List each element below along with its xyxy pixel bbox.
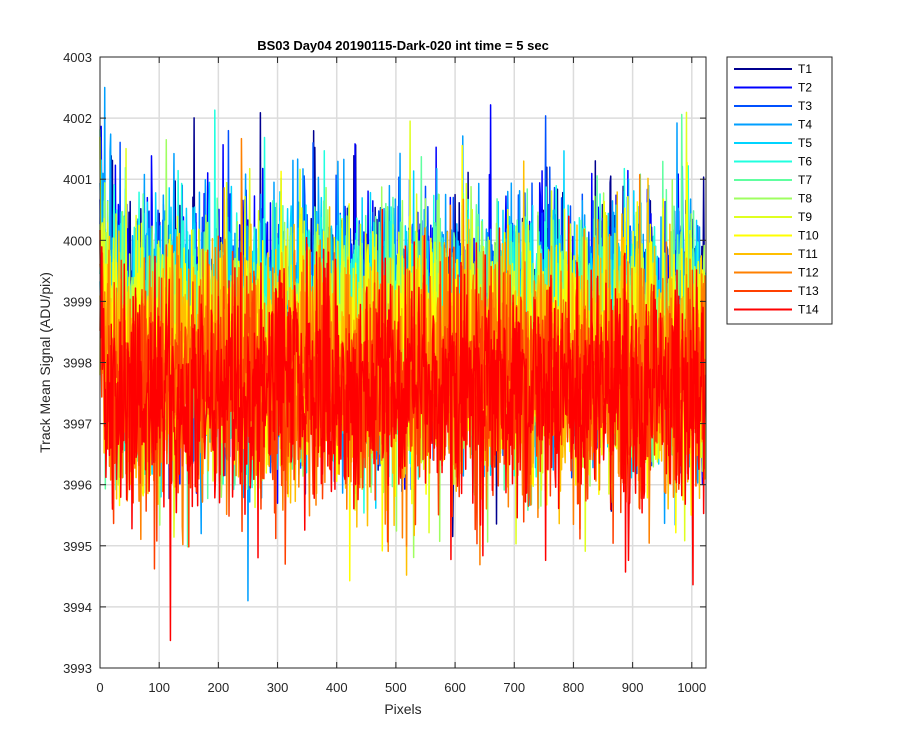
x-tick-label: 900 [622,680,644,695]
legend-label-t12: T12 [798,266,819,280]
series-line-t14 [99,208,707,642]
x-tick-label: 700 [503,680,525,695]
y-tick-label: 3994 [63,600,92,615]
y-tick-label: 4000 [63,233,92,248]
y-tick-label: 4002 [63,111,92,126]
legend-label-t8: T8 [798,192,812,206]
x-axis-label: Pixels [384,701,421,717]
x-tick-label: 200 [208,680,230,695]
y-tick-label: 3999 [63,294,92,309]
legend-box [726,56,833,325]
legend-label-t10: T10 [798,229,819,243]
y-tick-label: 3997 [63,417,92,432]
x-tick-label: 800 [563,680,585,695]
y-tick-label: 3998 [63,356,92,371]
y-tick-label: 3996 [63,478,92,493]
x-tick-label: 0 [96,680,103,695]
legend-label-t6: T6 [798,155,812,169]
legend-label-t11: T11 [798,247,818,261]
chart-title: BS03 Day04 20190115-Dark-020 int time = … [257,38,549,53]
legend-label-t7: T7 [798,173,812,187]
legend-label-t3: T3 [798,99,812,113]
x-tick-label: 100 [148,680,170,695]
legend-label-t2: T2 [798,81,812,95]
legend-label-t13: T13 [798,284,819,298]
legend-label-t1: T1 [798,62,812,76]
legend-label-t14: T14 [798,303,819,317]
x-tick-label: 300 [267,680,289,695]
series-lines [99,86,707,642]
x-tick-label: 1000 [677,680,706,695]
x-tick-label: 500 [385,680,407,695]
y-axis-label: Track Mean Signal (ADU/pix) [37,272,53,453]
legend: T1 T2 T3 T4 T5 T6 T7 T8 T9 T10 T11 T12 T13 T14 [726,56,833,325]
y-tick-label: 3995 [63,539,92,554]
legend-label-t4: T4 [798,118,812,132]
x-tick-label: 600 [444,680,466,695]
legend-label-t5: T5 [798,136,812,150]
y-tick-label: 4003 [63,50,92,65]
y-tick-label: 4001 [63,172,92,187]
x-tick-label: 400 [326,680,348,695]
axis-ticks: 0 100 200 300 400 500 600 700 800 900 1000 3993 3994… [63,50,706,695]
y-tick-label: 3993 [63,661,92,676]
legend-label-t9: T9 [798,210,812,224]
